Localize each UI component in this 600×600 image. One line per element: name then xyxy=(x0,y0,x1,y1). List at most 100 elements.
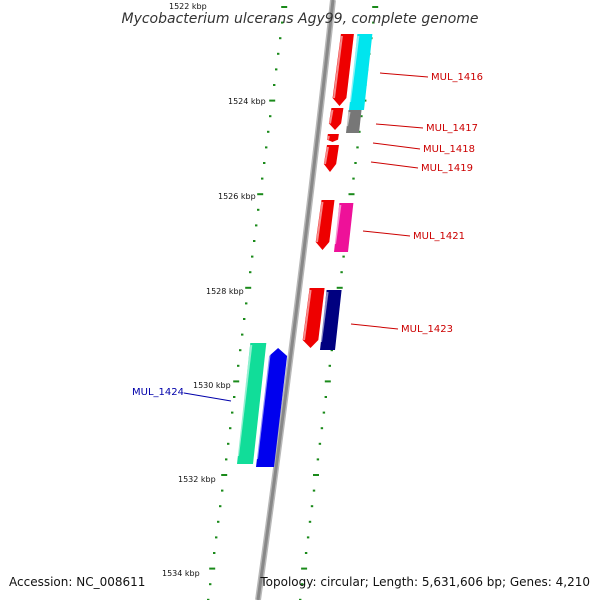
inner-track-tick xyxy=(261,177,264,180)
inner-track-tick xyxy=(233,396,236,398)
kbp-label-1534: 1534 kbp xyxy=(162,569,200,578)
gene-mul-1423-red[interactable] xyxy=(302,288,325,348)
outer-track-tick xyxy=(372,6,379,8)
gene-label-mul-1419[interactable]: MUL_1419 xyxy=(421,163,473,174)
gene-label-mul-1418[interactable]: MUL_1418 xyxy=(423,144,475,155)
leader-mul-1416 xyxy=(379,72,429,78)
inner-track-tick xyxy=(209,567,216,570)
leader-mul-1423 xyxy=(350,323,399,330)
inner-track-tick xyxy=(229,427,232,430)
inner-track-tick xyxy=(277,52,280,55)
inner-track-tick xyxy=(245,286,252,289)
inner-track-tick xyxy=(269,99,276,102)
inner-track-tick xyxy=(273,84,276,86)
inner-track-tick xyxy=(207,598,210,600)
inner-track-tick xyxy=(243,318,246,320)
gene-mul-1417-gray[interactable] xyxy=(346,110,362,133)
gene-mul-1424-blue-highlight xyxy=(256,349,272,460)
gene-mul-1416-cyan-body[interactable] xyxy=(349,34,373,110)
outer-track-tick xyxy=(352,177,355,180)
outer-track-tick xyxy=(342,255,345,258)
outer-track-tick xyxy=(340,271,343,274)
gene-mul-1424-teal-highlight xyxy=(237,344,253,457)
outer-track-tick xyxy=(348,193,355,196)
outer-track-tick xyxy=(313,474,319,476)
outer-track-tick xyxy=(300,583,304,586)
inner-track-tick xyxy=(251,255,254,258)
leader-mul-1417 xyxy=(375,123,424,129)
leader-mul-1424 xyxy=(183,392,232,402)
gene-mul-1419-red-highlight xyxy=(324,146,329,165)
gene-mul-1423-navy[interactable] xyxy=(320,290,342,350)
outer-track-tick xyxy=(318,442,322,445)
outer-track-tick xyxy=(330,349,333,352)
gene-mul-1424-teal-body[interactable] xyxy=(237,343,267,464)
kbp-label-1524: 1524 kbp xyxy=(228,97,266,106)
inner-track-tick xyxy=(263,162,266,164)
gene-label-mul-1416[interactable]: MUL_1416 xyxy=(431,72,483,83)
inner-track-tick xyxy=(249,271,252,274)
inner-track-tick xyxy=(237,364,240,367)
inner-track-tick xyxy=(231,411,234,414)
inner-track-tick xyxy=(255,224,258,227)
kbp-label-1532: 1532 kbp xyxy=(178,475,216,484)
inner-track-tick xyxy=(221,489,224,492)
inner-track-tick xyxy=(209,583,212,586)
outer-track-tick xyxy=(336,286,343,289)
inner-track-tick xyxy=(215,536,218,539)
gene-label-mul-1423[interactable]: MUL_1423 xyxy=(401,324,453,335)
gene-mul-1423-navy-highlight xyxy=(320,291,329,343)
gene-mul-1417-red[interactable] xyxy=(328,108,344,130)
inner-track-tick xyxy=(245,302,248,305)
gene-mul-1424-blue[interactable] xyxy=(256,348,288,467)
outer-track-tick xyxy=(324,396,327,398)
gene-mul-1416-red-body[interactable] xyxy=(332,34,354,106)
gene-mul-1418-red[interactable] xyxy=(326,134,339,142)
inner-track-tick xyxy=(225,458,228,461)
outer-track-tick xyxy=(299,598,302,600)
outer-track-tick xyxy=(358,130,361,133)
inner-track-tick xyxy=(241,333,244,336)
genome-backbone xyxy=(256,0,335,600)
outer-track-tick xyxy=(320,427,324,430)
gene-mul-1424-teal[interactable] xyxy=(237,343,267,464)
outer-track-tick xyxy=(324,380,331,383)
outer-track-tick xyxy=(310,505,314,508)
inner-track-tick xyxy=(267,130,270,133)
gene-mul-1418-red-body[interactable] xyxy=(326,134,339,142)
gene-mul-1417-gray-body[interactable] xyxy=(346,110,362,133)
genome-title: Mycobacterium ulcerans Agy99, complete g… xyxy=(121,11,478,27)
gene-mul-1424-blue-body[interactable] xyxy=(256,348,288,467)
accession-text: Accession: NC_008611 xyxy=(9,575,145,589)
inner-track-tick xyxy=(221,474,228,476)
genome-summary-text: Topology: circular; Length: 5,631,606 bp… xyxy=(259,575,590,589)
inner-track-tick xyxy=(219,505,222,508)
inner-track-tick xyxy=(253,240,256,242)
gene-mul-1421-magenta-highlight xyxy=(334,204,342,245)
outer-track-tick xyxy=(372,21,375,24)
gene-mul-1419-red[interactable] xyxy=(323,145,339,172)
gene-label-mul-1421[interactable]: MUL_1421 xyxy=(413,231,465,242)
gene-mul-1416-cyan[interactable] xyxy=(349,34,373,110)
outer-track-tick xyxy=(301,567,308,570)
leader-mul-1419 xyxy=(370,161,419,169)
kbp-label-1530: 1530 kbp xyxy=(193,381,231,390)
gene-label-mul-1424[interactable]: MUL_1424 xyxy=(132,387,184,398)
inner-track-tick xyxy=(257,193,264,196)
kbp-label-1526: 1526 kbp xyxy=(218,192,256,201)
inner-track-tick xyxy=(217,520,220,523)
gene-mul-1421-magenta[interactable] xyxy=(334,203,354,252)
outer-track-tick xyxy=(356,146,359,149)
gene-mul-1416-red[interactable] xyxy=(332,34,354,106)
outer-track-tick xyxy=(306,536,310,539)
gene-mul-1421-red[interactable] xyxy=(315,200,335,250)
outer-track-tick xyxy=(328,364,331,367)
gene-label-mul-1417[interactable]: MUL_1417 xyxy=(426,123,478,134)
inner-track-tick xyxy=(275,68,278,71)
inner-track-tick xyxy=(257,208,260,211)
leader-mul-1421 xyxy=(362,230,411,237)
inner-track-tick xyxy=(269,115,272,118)
inner-track-tick xyxy=(213,552,216,554)
